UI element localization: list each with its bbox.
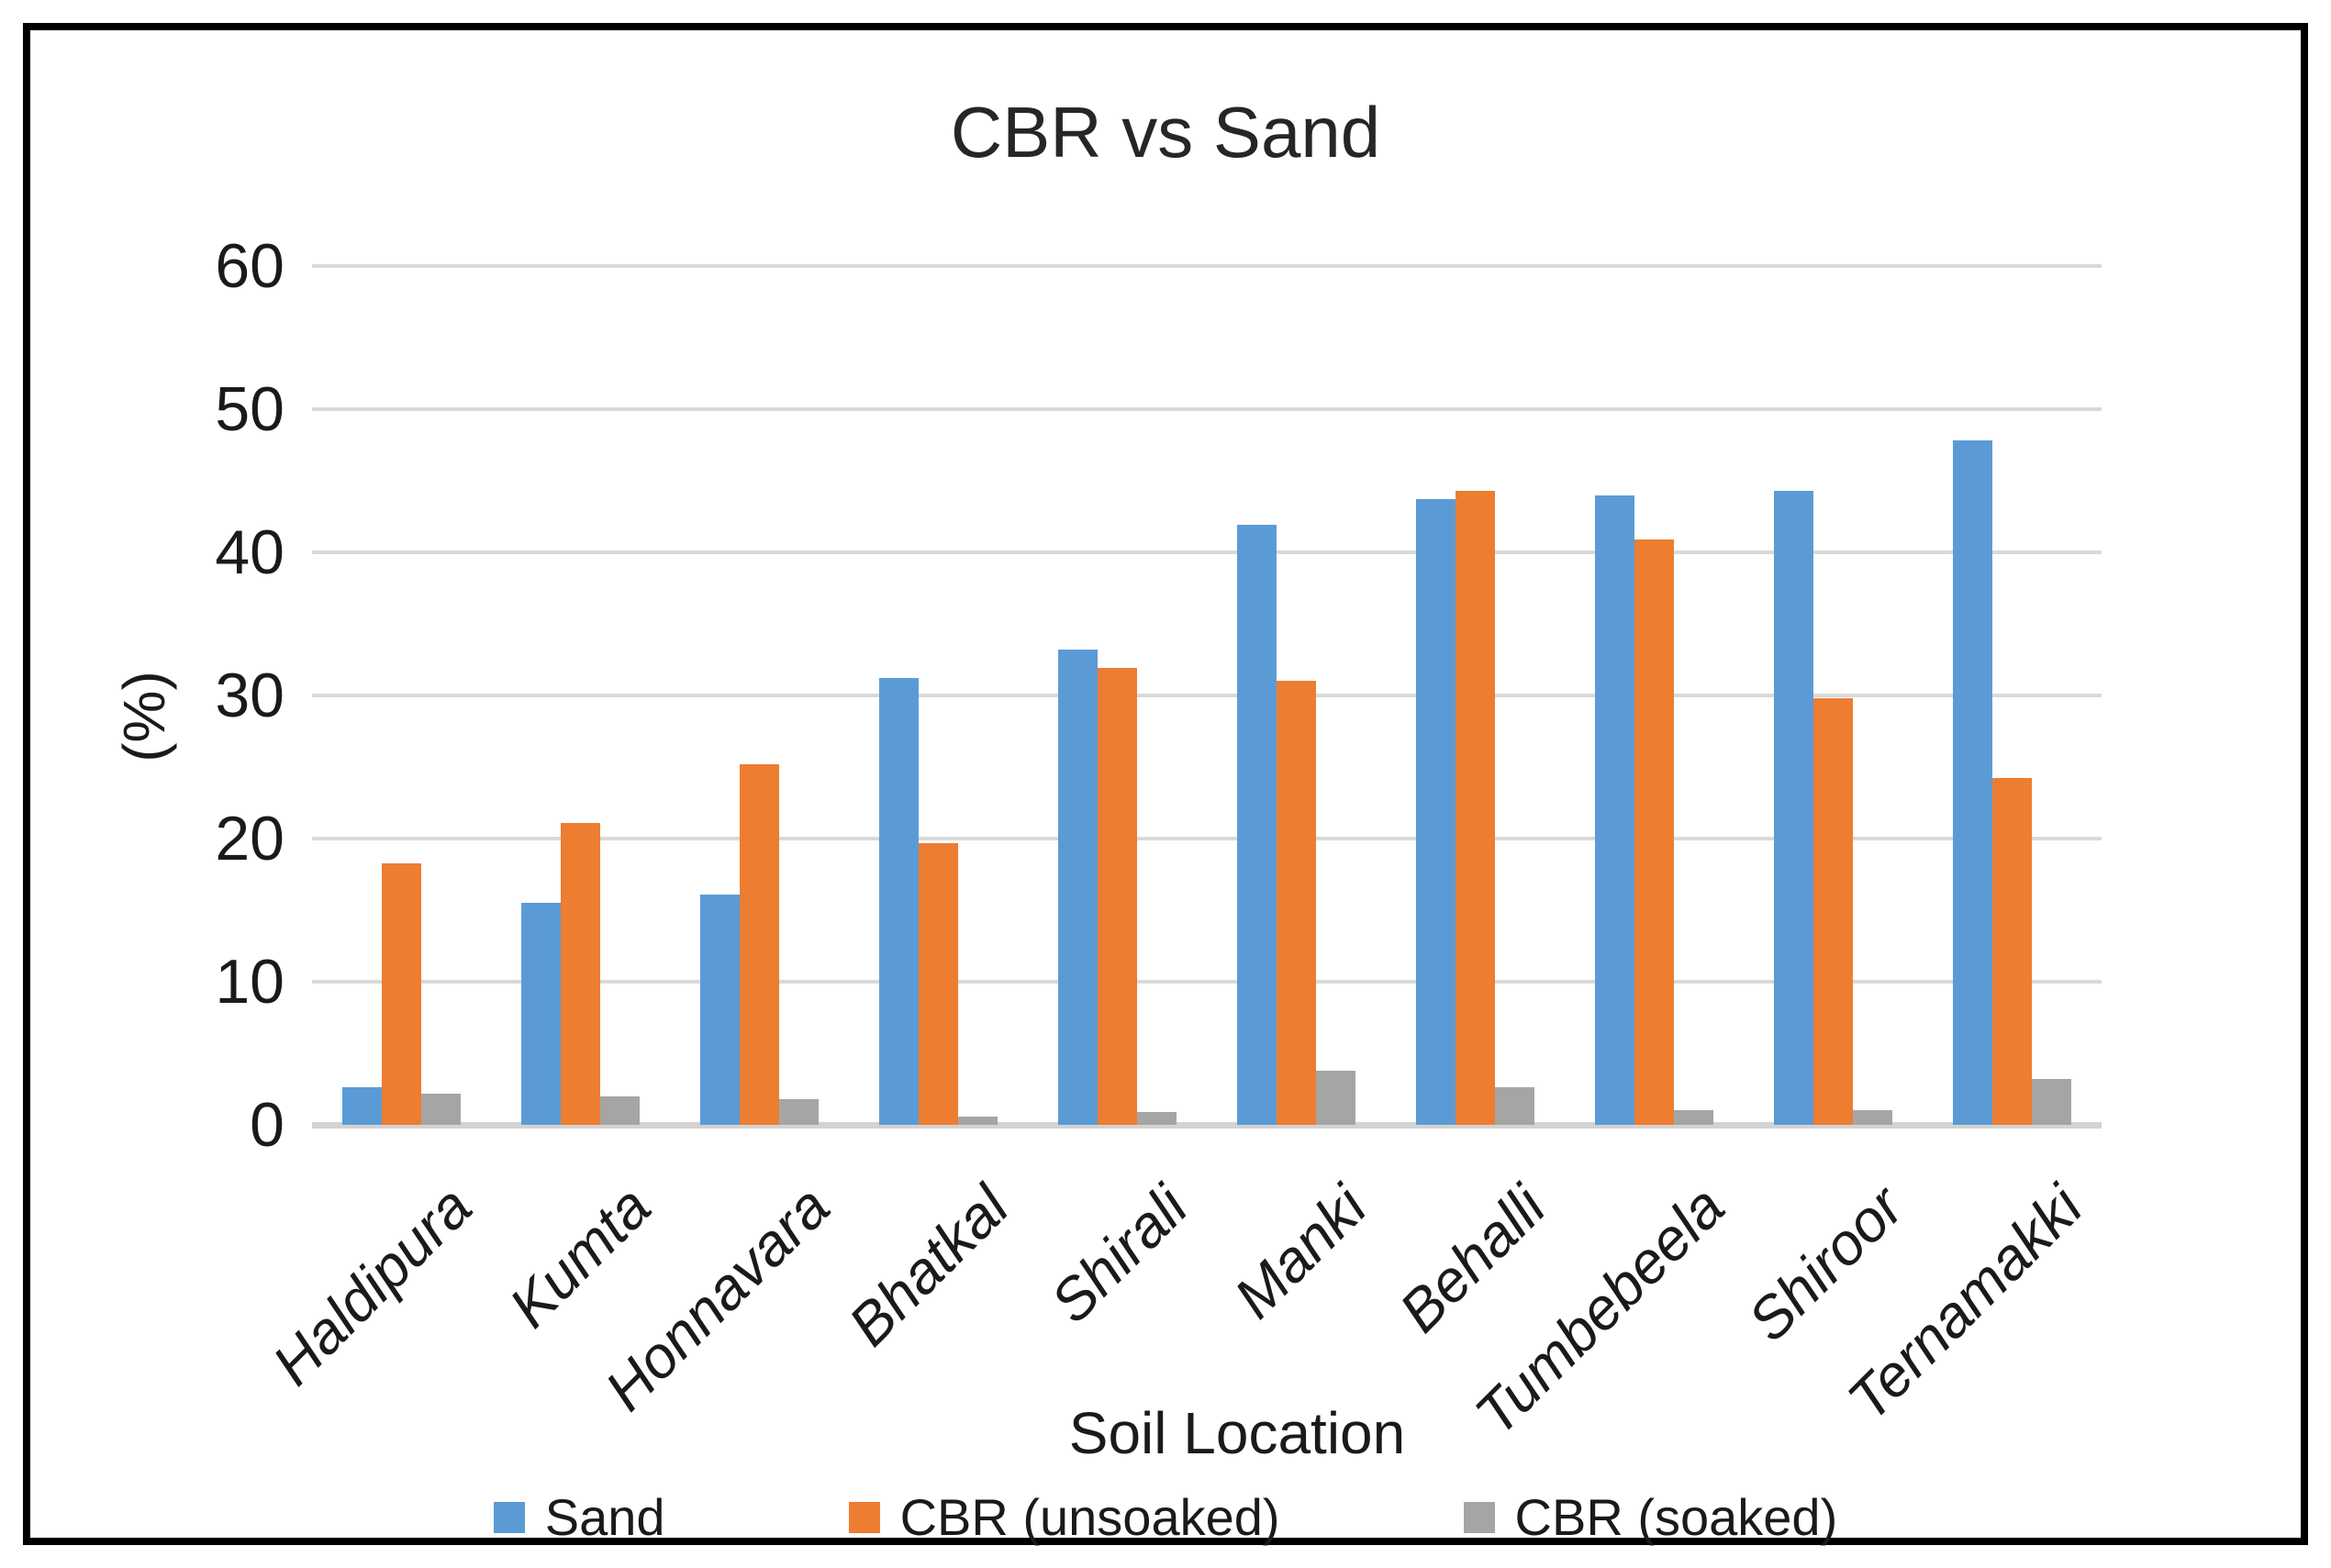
gridline-y-40 [312, 550, 2102, 554]
category-slot-Haldipura [312, 266, 491, 1125]
category-slot-Tumbebeela [1565, 266, 1744, 1125]
y-tick-label-50: 50 [215, 374, 284, 444]
bar-CBR (soaked)-Bhatkal [957, 1116, 998, 1125]
x-axis-title: Soil Location [1068, 1400, 1406, 1466]
y-tick-label-30: 30 [215, 661, 284, 730]
bar-CBR (unsoaked)-Honnavara [740, 763, 779, 1125]
y-tick-label-10: 10 [215, 947, 284, 1017]
y-tick-label-60: 60 [215, 231, 284, 301]
bar-Sand-Tumbebeela [1595, 495, 1635, 1125]
bar-group-Honnavara [700, 266, 819, 1125]
legend-label-CBR (soaked): CBR (soaked) [1514, 1488, 1838, 1546]
bars-layer [312, 266, 2102, 1125]
category-slot-Manki [1207, 266, 1386, 1125]
bar-group-Ternamakki [1953, 266, 2071, 1125]
gridline-y-30 [312, 694, 2102, 697]
y-tick-label-0: 0 [250, 1090, 284, 1160]
category-slot-Ternamakki [1923, 266, 2102, 1125]
bar-CBR (unsoaked)-Haldipura [382, 862, 421, 1125]
bar-CBR (unsoaked)-Manki [1277, 681, 1316, 1125]
bar-CBR (soaked)-Honnavara [778, 1098, 819, 1125]
gridline-y-20 [312, 837, 2102, 840]
bar-group-Haldipura [342, 266, 461, 1125]
bar-CBR (unsoaked)-Shiroor [1813, 698, 1853, 1125]
legend-item-CBR (unsoaked): CBR (unsoaked) [848, 1487, 1280, 1547]
bar-Sand-Manki [1237, 525, 1277, 1125]
y-tick-label-20: 20 [215, 804, 284, 873]
bar-Sand-Shirali [1058, 650, 1099, 1125]
bar-CBR (soaked)-Tumbebeela [1673, 1110, 1713, 1125]
bar-CBR (soaked)-Manki [1315, 1070, 1355, 1125]
bar-Sand-Kumta [521, 903, 562, 1125]
chart-title: CBR vs Sand [950, 92, 1381, 172]
gridline-y-0 [312, 1122, 2102, 1129]
gridline-y-10 [312, 980, 2102, 984]
y-tick-label-40: 40 [215, 517, 284, 587]
bar-group-Shiroor [1774, 266, 1892, 1125]
bar-Sand-Haldipura [342, 1087, 383, 1125]
bar-Sand-Ternamakki [1953, 440, 1993, 1125]
bar-CBR (unsoaked)-Behalli [1455, 490, 1495, 1125]
plot-area [312, 264, 2102, 1129]
bar-group-Manki [1237, 266, 1355, 1125]
category-slot-Kumta [491, 266, 670, 1125]
legend-swatch-CBR (soaked) [1463, 1501, 1495, 1533]
legend-item-CBR (soaked): CBR (soaked) [1463, 1487, 1838, 1547]
legend-swatch-CBR (unsoaked) [848, 1501, 880, 1533]
chart-frame: CBR vs Sand (%) Soil Location Sand CBR (u… [23, 23, 2308, 1547]
bar-group-Kumta [521, 266, 640, 1125]
bar-CBR (soaked)-Shiroor [1852, 1110, 1892, 1125]
bar-CBR (soaked)-Kumta [599, 1095, 640, 1125]
bar-Sand-Shiroor [1774, 490, 1814, 1125]
legend: Sand CBR (unsoaked) CBR (soaked) [30, 1487, 2301, 1547]
gridline-y-50 [312, 407, 2102, 411]
bar-CBR (soaked)-Behalli [1494, 1087, 1534, 1125]
bar-Sand-Behalli [1416, 499, 1456, 1125]
bar-CBR (unsoaked)-Shirali [1098, 668, 1137, 1125]
gridline-y-60 [312, 264, 2102, 268]
bar-CBR (unsoaked)-Kumta [561, 822, 600, 1125]
bar-CBR (soaked)-Shirali [1136, 1111, 1177, 1125]
bar-CBR (unsoaked)-Bhatkal [919, 842, 958, 1125]
legend-item-Sand: Sand [493, 1487, 665, 1547]
category-slot-Behalli [1386, 266, 1565, 1125]
category-slot-Bhatkal [849, 266, 1028, 1125]
bar-Sand-Bhatkal [879, 678, 920, 1125]
category-slot-Shiroor [1744, 266, 1923, 1125]
bar-group-Behalli [1416, 266, 1534, 1125]
bar-group-Shirali [1058, 266, 1177, 1125]
bar-CBR (soaked)-Haldipura [420, 1093, 461, 1125]
bar-CBR (unsoaked)-Tumbebeela [1634, 539, 1674, 1125]
category-slot-Shirali [1028, 266, 1207, 1125]
bar-CBR (soaked)-Ternamakki [2031, 1079, 2071, 1125]
bar-group-Bhatkal [879, 266, 998, 1125]
bar-CBR (unsoaked)-Ternamakki [1992, 778, 2032, 1125]
legend-label-CBR (unsoaked): CBR (unsoaked) [899, 1488, 1280, 1546]
legend-label-Sand: Sand [544, 1488, 665, 1546]
category-slot-Honnavara [670, 266, 849, 1125]
legend-swatch-Sand [493, 1501, 525, 1533]
bar-Sand-Honnavara [700, 894, 741, 1125]
bar-group-Tumbebeela [1595, 266, 1713, 1125]
